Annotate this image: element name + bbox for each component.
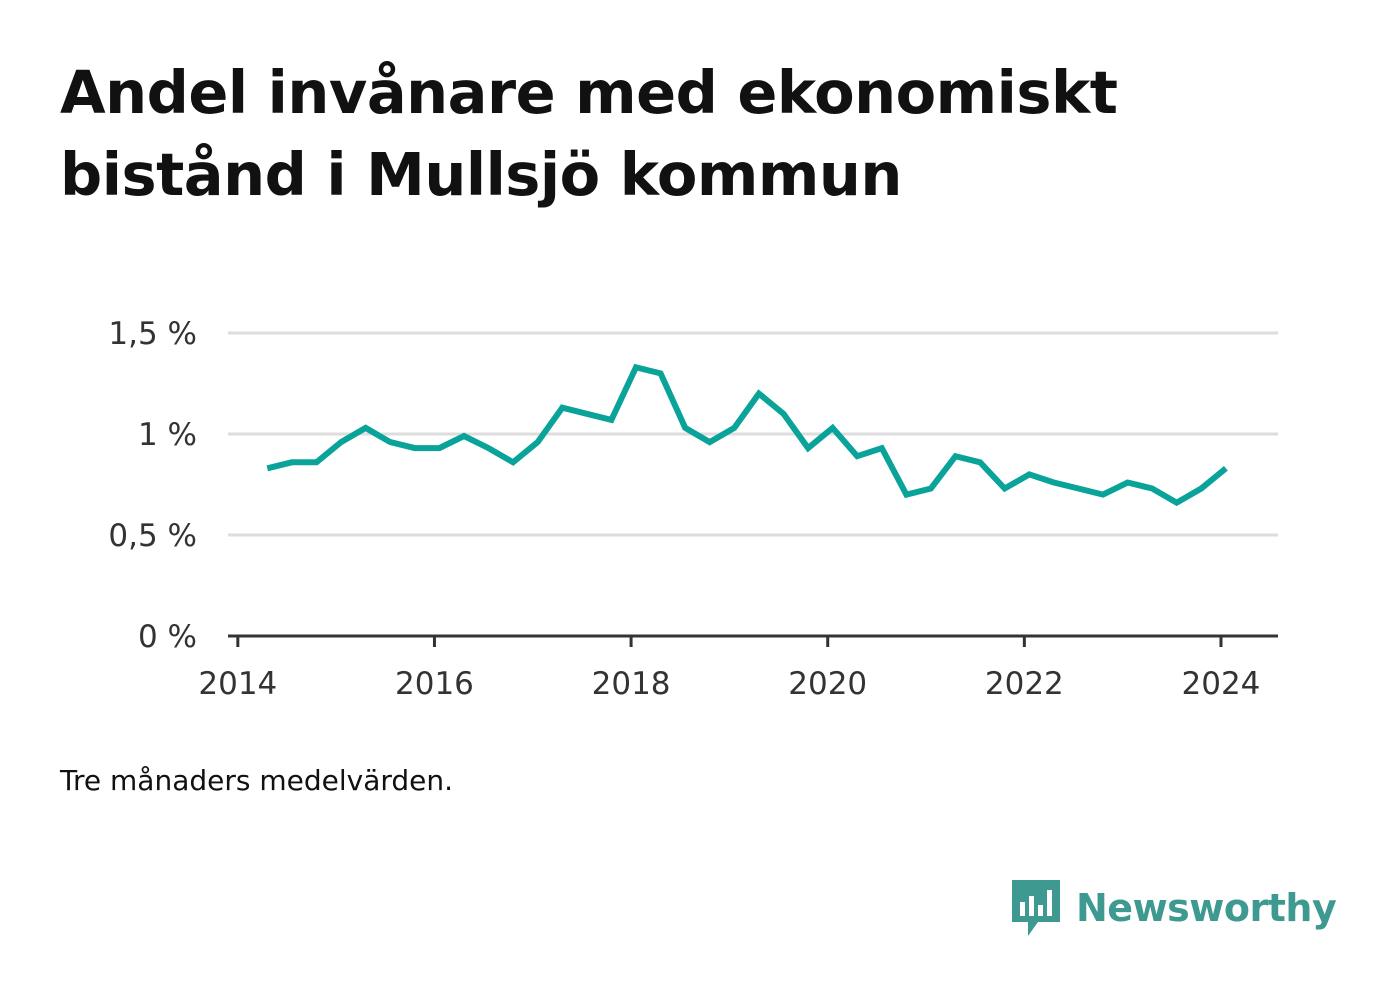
series-line — [266, 363, 1228, 507]
x-tick-label: 2022 — [985, 666, 1064, 702]
x-tick-label: 2018 — [592, 666, 671, 702]
brand-name: Newsworthy — [1076, 886, 1337, 930]
chart-title: Andel invånare med ekonomiskt bistånd i … — [60, 58, 1118, 209]
series-layer — [266, 363, 1228, 507]
chart-note: Tre månaders medelvärden. — [60, 764, 454, 797]
y-tick-label: 1 % — [138, 417, 197, 453]
y-axis-labels: 0 % 0,5 % 1 % 1,5 % — [108, 316, 197, 655]
brand-logo: Newsworthy — [1010, 878, 1337, 938]
x-tick-label: 2020 — [788, 666, 867, 702]
x-tick-label: 2024 — [1182, 666, 1261, 702]
x-axis: 2014 2016 2018 2020 2022 2024 — [198, 634, 1278, 702]
newsworthy-logo-icon — [1012, 880, 1060, 936]
y-tick-label: 0,5 % — [108, 518, 197, 554]
x-tick-label: 2014 — [198, 666, 277, 702]
y-tick-label: 0 % — [138, 619, 197, 655]
y-tick-label: 1,5 % — [108, 316, 197, 352]
gridlines — [228, 331, 1278, 537]
x-tick-label: 2016 — [395, 666, 474, 702]
